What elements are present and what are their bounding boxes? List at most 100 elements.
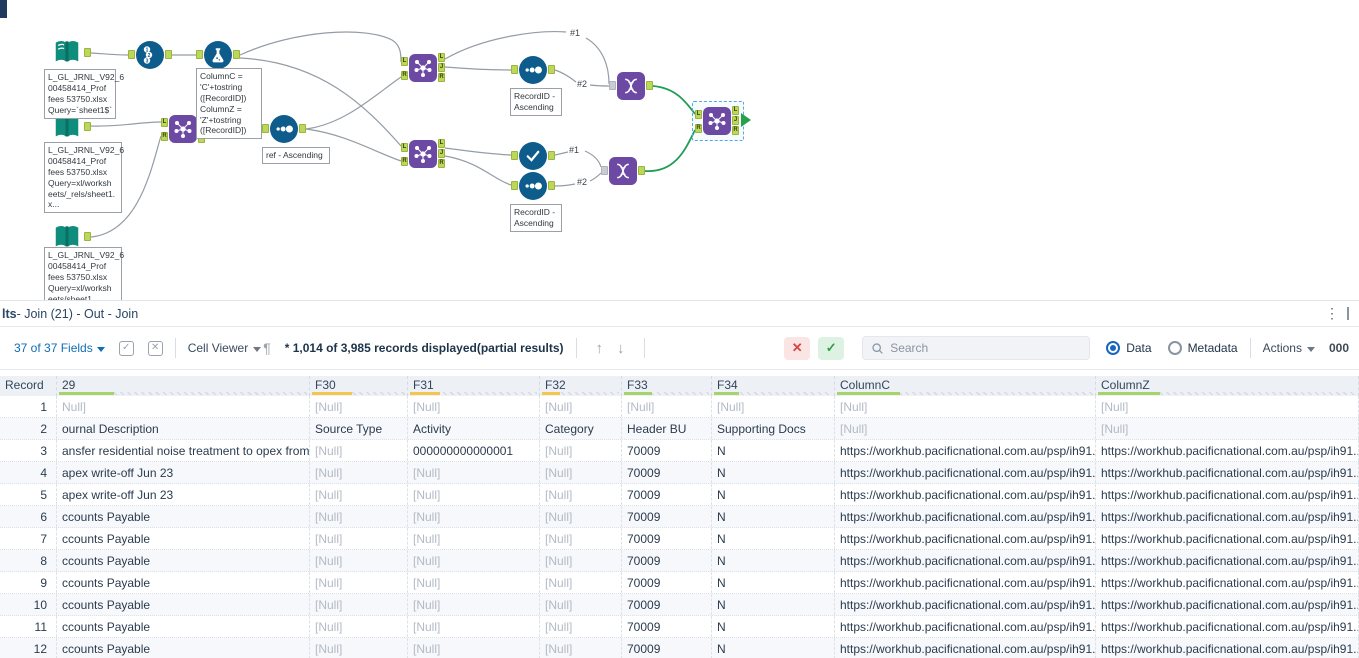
table-cell[interactable]: [Null] [540, 550, 622, 571]
table-cell[interactable]: Null] [57, 396, 310, 417]
table-cell[interactable]: [Null] [310, 572, 408, 593]
table-cell[interactable]: [Null] [408, 506, 540, 527]
table-cell[interactable]: https://workhub.pacificnational.com.au/p… [1096, 462, 1359, 483]
table-cell[interactable]: ansfer residential noise treatment to op… [57, 440, 310, 461]
table-cell[interactable]: 000000000000001 [408, 440, 540, 461]
table-cell[interactable]: [Null] [408, 638, 540, 658]
output-anchor[interactable] [299, 124, 306, 133]
input-anchor[interactable] [196, 50, 203, 59]
join-left-input-anchor[interactable]: L [401, 57, 408, 66]
table-cell[interactable]: https://workhub.pacificnational.com.au/p… [1096, 594, 1359, 615]
table-cell[interactable]: https://workhub.pacificnational.com.au/p… [835, 550, 1096, 571]
table-cell[interactable]: 70009 [622, 638, 712, 658]
record-number-cell[interactable]: 7 [0, 528, 57, 549]
join-tool-3[interactable] [409, 140, 437, 168]
input-anchor[interactable] [511, 65, 518, 74]
table-cell[interactable]: https://workhub.pacificnational.com.au/p… [835, 572, 1096, 593]
viewed-anchor-indicator-icon[interactable] [741, 113, 751, 127]
table-cell[interactable]: ournal Description [57, 418, 310, 439]
table-cell[interactable]: [Null] [1096, 418, 1359, 439]
up-arrow-icon[interactable]: ↑ [595, 339, 604, 357]
table-cell[interactable]: [Null] [408, 528, 540, 549]
join-right-input-anchor[interactable]: R [401, 157, 408, 166]
column-header-f31[interactable]: F31 [408, 376, 540, 396]
table-cell[interactable]: [Null] [540, 440, 622, 461]
table-cell[interactable]: [Null] [540, 594, 622, 615]
table-cell[interactable]: [Null] [310, 440, 408, 461]
recordid-tool[interactable]: 1 2 3 [136, 41, 164, 69]
table-cell[interactable]: N [712, 550, 835, 571]
union-tool-1[interactable] [617, 72, 645, 100]
cell-viewer-dropdown[interactable]: Cell Viewer [188, 341, 262, 355]
record-number-cell[interactable]: 1 [0, 396, 57, 417]
table-cell[interactable]: N [712, 484, 835, 505]
record-number-cell[interactable]: 3 [0, 440, 57, 461]
join-R-output-anchor[interactable]: R [438, 159, 445, 168]
table-cell[interactable]: [Null] [540, 484, 622, 505]
record-number-cell[interactable]: 2 [0, 418, 57, 439]
table-cell[interactable]: N [712, 616, 835, 637]
apply-button[interactable]: ✓ [818, 336, 845, 360]
tool-annotation-sort-ref[interactable]: ref - Ascending [262, 147, 330, 164]
table-cell[interactable]: apex write-off Jun 23 [57, 484, 310, 505]
table-cell[interactable]: https://workhub.pacificnational.com.au/p… [1096, 616, 1359, 637]
column-header-record[interactable]: Record [0, 376, 57, 396]
record-number-cell[interactable]: 8 [0, 550, 57, 571]
table-cell[interactable]: [Null] [540, 396, 622, 417]
table-cell[interactable]: [Null] [540, 528, 622, 549]
output-anchor[interactable] [84, 232, 91, 241]
table-cell[interactable]: [Null] [540, 638, 622, 658]
workflow-canvas[interactable]: 1 2 3 [0, 0, 1359, 308]
output-anchor[interactable] [548, 65, 555, 74]
table-cell[interactable]: [Null] [408, 550, 540, 571]
sort-tool-ref[interactable] [270, 115, 298, 143]
table-cell[interactable]: [Null] [310, 616, 408, 637]
join-right-input-anchor[interactable]: R [695, 124, 702, 133]
table-cell[interactable]: https://workhub.pacificnational.com.au/p… [835, 440, 1096, 461]
table-cell[interactable]: ccounts Payable [57, 572, 310, 593]
down-arrow-icon[interactable]: ↓ [617, 339, 625, 357]
table-cell[interactable]: https://workhub.pacificnational.com.au/p… [1096, 572, 1359, 593]
output-anchor[interactable] [638, 166, 645, 175]
table-cell[interactable]: [Null] [622, 396, 712, 417]
actions-dropdown[interactable]: Actions [1263, 341, 1315, 355]
tool-annotation-sort-recordid-bottom[interactable]: RecordID - Ascending [510, 204, 562, 232]
record-number-cell[interactable]: 5 [0, 484, 57, 505]
input-data-tool-1[interactable] [52, 37, 82, 72]
table-cell[interactable]: 70009 [622, 528, 712, 549]
table-cell[interactable]: [Null] [540, 572, 622, 593]
table-cell[interactable]: [Null] [540, 506, 622, 527]
table-cell[interactable]: https://workhub.pacificnational.com.au/p… [1096, 550, 1359, 571]
table-cell[interactable]: https://workhub.pacificnational.com.au/p… [1096, 484, 1359, 505]
table-cell[interactable]: Source Type [310, 418, 408, 439]
table-cell[interactable]: ccounts Payable [57, 594, 310, 615]
table-cell[interactable]: https://workhub.pacificnational.com.au/p… [835, 594, 1096, 615]
table-cell[interactable]: https://workhub.pacificnational.com.au/p… [1096, 528, 1359, 549]
record-number-cell[interactable]: 10 [0, 594, 57, 615]
column-header-f30[interactable]: F30 [310, 376, 408, 396]
table-cell[interactable]: https://workhub.pacificnational.com.au/p… [1096, 506, 1359, 527]
table-cell[interactable]: 70009 [622, 550, 712, 571]
input-anchor[interactable] [511, 181, 518, 190]
join-left-input-anchor[interactable]: L [695, 110, 702, 119]
clear-selection-icon[interactable]: ✕ [147, 340, 163, 356]
table-cell[interactable]: [Null] [310, 484, 408, 505]
output-anchor[interactable] [548, 151, 555, 160]
table-cell[interactable]: 70009 [622, 506, 712, 527]
table-cell[interactable]: 70009 [622, 462, 712, 483]
column-header-29[interactable]: 29 [57, 376, 310, 396]
tool-annotation-formula[interactable]: ColumnC = 'C'+tostring ([RecordID]) Colu… [196, 68, 262, 140]
output-anchor[interactable] [84, 48, 91, 57]
table-cell[interactable]: 70009 [622, 572, 712, 593]
show-whitespace-icon[interactable]: ¶ [263, 340, 271, 356]
join-J-output-anchor[interactable]: J [438, 149, 445, 158]
join-L-output-anchor[interactable]: L [438, 53, 445, 62]
input-anchor[interactable] [609, 81, 616, 90]
input-anchor[interactable] [128, 50, 135, 59]
table-cell[interactable]: [Null] [310, 396, 408, 417]
column-header-f33[interactable]: F33 [622, 376, 712, 396]
table-cell[interactable]: [Null] [310, 506, 408, 527]
join-J-output-anchor[interactable]: J [732, 116, 739, 125]
join-right-input-anchor[interactable]: R [401, 71, 408, 80]
table-cell[interactable]: https://workhub.pacificnational.com.au/p… [835, 506, 1096, 527]
